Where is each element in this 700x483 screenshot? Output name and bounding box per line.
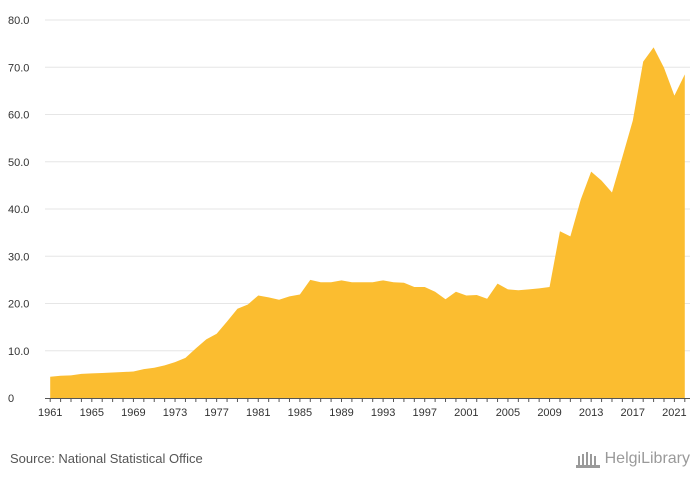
y-tick-label: 10.0: [8, 346, 29, 358]
area-series: [50, 47, 685, 398]
x-tick-label: 1977: [204, 407, 228, 419]
y-tick-label: 40.0: [8, 204, 29, 216]
x-tick-label: 1973: [163, 407, 187, 419]
y-tick-label: 30.0: [8, 251, 29, 263]
y-tick-label: 70.0: [8, 62, 29, 74]
x-tick-label: 1989: [329, 407, 353, 419]
y-tick-label: 20.0: [8, 299, 29, 311]
x-tick-label: 1985: [288, 407, 312, 419]
x-tick-label: 2005: [496, 407, 520, 419]
grid-lines: [45, 19, 690, 352]
library-building-icon: [575, 452, 600, 468]
x-tick-label: 2013: [579, 407, 603, 419]
x-axis: [45, 398, 690, 402]
area-chart: 010.020.030.040.050.060.070.080.0 1961 19…: [8, 15, 690, 419]
x-tick-label: 2009: [537, 407, 561, 419]
y-tick-label: 0: [8, 393, 14, 405]
x-tick-label: 2017: [621, 407, 645, 419]
x-tick-label: 1961: [38, 407, 62, 419]
x-tick-label: 1981: [246, 407, 270, 419]
y-tick-label: 80.0: [8, 15, 29, 27]
x-axis-labels: 1961 1965 1969 1973 1977 1981 1985 1989 1993 1997…: [38, 407, 687, 419]
area-series-shape: [50, 47, 685, 398]
y-tick-label: 60.0: [8, 110, 29, 122]
x-tick-label: 1993: [371, 407, 395, 419]
source-note: Source: National Statistical Office: [10, 451, 203, 466]
x-tick-label: 1965: [80, 407, 104, 419]
x-tick-label: 2021: [662, 407, 686, 419]
x-tick-label: 1969: [121, 407, 145, 419]
brand-logo: HelgiLibrary: [575, 448, 690, 470]
x-tick-label: 1997: [412, 407, 436, 419]
y-axis-labels: 0 10.0 20.0 30.0 40.0 50.0 60.0 70.0 80.0: [8, 15, 29, 405]
brand-name: HelgiLibrary: [604, 450, 690, 467]
y-tick-label: 50.0: [8, 157, 29, 169]
x-tick-label: 2001: [454, 407, 478, 419]
